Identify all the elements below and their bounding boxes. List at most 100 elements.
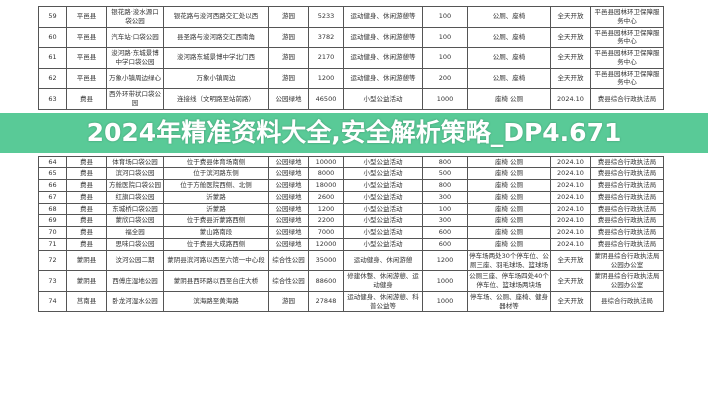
cell-park-name: 银花路·浚水源口袋公园 [106, 6, 164, 28]
cell-county: 平邑县 [66, 47, 107, 69]
cell-capacity: 300 [422, 214, 468, 228]
cell-row-number: 67 [38, 190, 67, 204]
parks-table-top: 59 平邑县 银花路·浚水源口袋公园 银花路与浚河西路交汇处以西 游园 5233 运动健身、… [38, 6, 664, 110]
cell-management-unit: 费县综合行政执法局 [590, 167, 664, 181]
cell-facilities: 座椅 公厕 [467, 190, 551, 204]
cell-county: 费县 [66, 202, 107, 216]
cell-area: 1200 [308, 67, 344, 90]
cell-capacity: 500 [422, 167, 468, 181]
cell-county: 平邑县 [66, 67, 107, 90]
cell-function: 运动健身、休闲游憩等 [343, 26, 423, 49]
cell-park-type: 游园 [268, 67, 309, 90]
cell-location: 浚河路东城景博中学北门西 [163, 47, 269, 69]
cell-area: 35000 [308, 249, 344, 272]
cell-park-name: 蒙欣口袋公园 [106, 214, 164, 228]
cell-county: 费县 [66, 190, 107, 204]
cell-area: 10000 [308, 155, 344, 169]
cell-area: 3782 [308, 26, 344, 49]
cell-park-name: 思味口袋公园 [106, 238, 164, 251]
cell-open-hours: 2024.10 [550, 214, 591, 228]
cell-capacity: 100 [422, 202, 468, 216]
cell-park-type: 公园绿地 [268, 226, 309, 240]
cell-management-unit: 平邑县园林环卫保障服务中心 [590, 6, 664, 28]
table-row: 70 费县 福全园 蒙山路南段 公园绿地 7000 小型公益活动 600 座椅 公厕 2024.1… [38, 226, 664, 240]
cell-location: 连接线（文明路至站前路） [163, 88, 269, 110]
cell-capacity: 800 [422, 155, 468, 169]
cell-management-unit: 费县综合行政执法局 [590, 179, 664, 192]
cell-function: 小型公益活动 [343, 88, 423, 110]
cell-park-type: 公园绿地 [268, 179, 309, 192]
cell-county: 费县 [66, 238, 107, 251]
cell-row-number: 65 [38, 167, 67, 181]
cell-open-hours: 2024.10 [550, 226, 591, 240]
parks-table-bottom: 64 费县 体育场口袋公园 位于费县体育场南侧 公园绿地 10000 小型公益活动 800 座椅… [38, 155, 664, 313]
cell-park-name: 方舱医院口袋公园 [106, 179, 164, 192]
cell-park-type: 公园绿地 [268, 214, 309, 228]
cell-function: 运动健身、休闲游憩、科普公益等 [343, 290, 423, 313]
page-content: 59 平邑县 银花路·浚水源口袋公园 银花路与浚河西路交汇处以西 游园 5233 运动健身、… [0, 6, 708, 313]
cell-area: 5233 [308, 6, 344, 28]
cell-function: 小型公益活动 [343, 238, 423, 251]
cell-area: 7000 [308, 226, 344, 240]
cell-park-name: 万象小镇周边绿心 [106, 67, 164, 90]
cell-county: 蒙阴县 [66, 249, 107, 272]
cell-location: 位于方舱医院西侧、北侧 [163, 179, 269, 192]
cell-management-unit: 蒙阴县综合行政执法局公园办公室 [590, 270, 664, 292]
cell-function: 小型公益活动 [343, 202, 423, 216]
cell-area: 12000 [308, 238, 344, 251]
cell-park-type: 游园 [268, 47, 309, 69]
cell-park-name: 卧龙河湿水公园 [106, 290, 164, 313]
cell-capacity: 600 [422, 226, 468, 240]
cell-location: 滨海路至黄海路 [163, 290, 269, 313]
cell-open-hours: 2024.10 [550, 179, 591, 192]
cell-facilities: 公厕、座椅 [467, 67, 551, 90]
cell-location: 沂蒙路 [163, 202, 269, 216]
cell-facilities: 公厕、座椅 [467, 26, 551, 49]
cell-capacity: 1000 [422, 270, 468, 292]
cell-open-hours: 全天开放 [550, 249, 591, 272]
cell-management-unit: 费县综合行政执法局 [590, 88, 664, 110]
cell-capacity: 100 [422, 6, 468, 28]
cell-facilities: 座椅 公厕 [467, 238, 551, 251]
cell-area: 88600 [308, 270, 344, 292]
cell-area: 18000 [308, 179, 344, 192]
cell-park-name: 西外环带状口袋公园 [106, 88, 164, 110]
cell-park-type: 综合性公园 [268, 270, 309, 292]
cell-county: 费县 [66, 155, 107, 169]
cell-location: 蒙山路南段 [163, 226, 269, 240]
cell-capacity: 1000 [422, 290, 468, 313]
cell-open-hours: 全天开放 [550, 6, 591, 28]
cell-capacity: 300 [422, 190, 468, 204]
cell-function: 运动健身、休闲游憩等 [343, 47, 423, 69]
cell-management-unit: 县综合行政执法局 [590, 290, 664, 313]
table-row: 66 费县 方舱医院口袋公园 位于方舱医院西侧、北侧 公园绿地 18000 小型公益活动 80… [38, 179, 664, 192]
cell-row-number: 59 [38, 6, 67, 28]
cell-facilities: 座椅 公厕 [467, 167, 551, 181]
table-row: 69 费县 蒙欣口袋公园 位于费县沂蒙路西侧 公园绿地 2200 小型公益活动 300 座椅 公… [38, 214, 664, 228]
cell-park-name: 红旗口袋公园 [106, 190, 164, 204]
cell-park-type: 公园绿地 [268, 190, 309, 204]
cell-open-hours: 全天开放 [550, 270, 591, 292]
cell-row-number: 60 [38, 26, 67, 49]
cell-function: 小型公益活动 [343, 214, 423, 228]
table-row: 74 莒南县 卧龙河湿水公园 滨海路至黄海路 游园 27848 运动健身、休闲游憩、科普公益… [38, 290, 664, 313]
cell-facilities: 座椅 公厕 [467, 179, 551, 192]
cell-management-unit: 平邑县园林环卫保障服务中心 [590, 47, 664, 69]
cell-function: 运动健身、休闲游憩 [343, 249, 423, 272]
cell-park-name: 体育场口袋公园 [106, 155, 164, 169]
cell-row-number: 61 [38, 47, 67, 69]
cell-facilities: 座椅 公厕 [467, 214, 551, 228]
cell-park-type: 公园绿地 [268, 238, 309, 251]
cell-function: 小型公益活动 [343, 179, 423, 192]
cell-open-hours: 2024.10 [550, 155, 591, 169]
cell-area: 2600 [308, 190, 344, 204]
cell-function: 小型公益活动 [343, 190, 423, 204]
cell-facilities: 停车场、公厕、座椅、健身器材等 [467, 290, 551, 313]
cell-park-name: 滨河口袋公园 [106, 167, 164, 181]
table-row: 61 平邑县 浚河路·东城景博中学口袋公园 浚河路东城景博中学北门西 游园 2170 运动健… [38, 47, 664, 69]
cell-park-type: 综合性公园 [268, 249, 309, 272]
cell-area: 1200 [308, 202, 344, 216]
table-row: 60 平邑县 汽车站·口袋公园 县圣路与浚河路交汇西南角 游园 3782 运动健身、休闲游憩… [38, 26, 664, 49]
cell-row-number: 69 [38, 214, 67, 228]
cell-location: 沂蒙路 [163, 190, 269, 204]
